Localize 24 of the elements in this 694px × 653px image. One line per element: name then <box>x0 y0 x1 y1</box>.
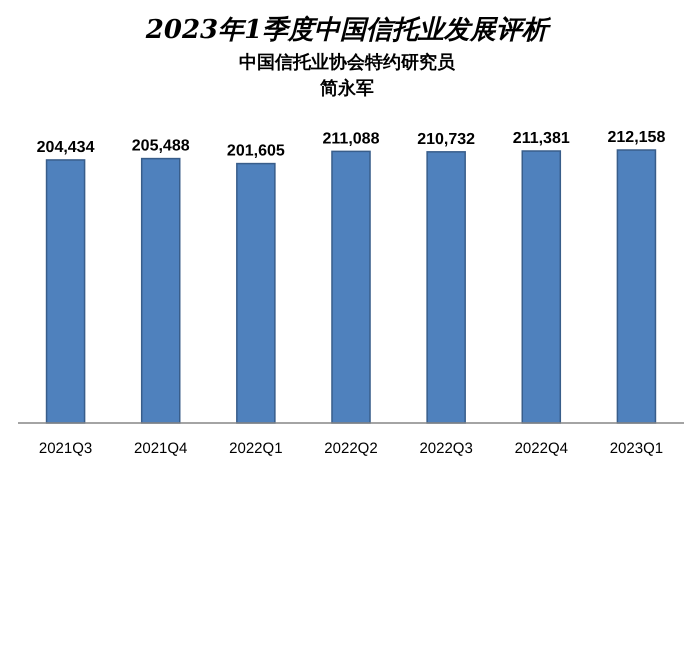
x-tick-label: 2022Q3 <box>419 440 473 457</box>
data-label: 210,732 <box>417 130 476 148</box>
bar <box>522 150 562 424</box>
chart-subtitle: 中国信托业协会特约研究员 <box>239 52 456 73</box>
x-tick-label: 2022Q2 <box>324 440 378 457</box>
x-tick-label: 2023Q1 <box>610 440 664 457</box>
chart-title: 2023年1季度中国信托业发展评析 <box>144 15 552 45</box>
bar <box>140 158 180 424</box>
x-tick-label: 2022Q4 <box>514 440 568 457</box>
data-label: 205,488 <box>132 138 190 155</box>
bar <box>46 159 86 424</box>
data-label: 204,434 <box>36 138 95 156</box>
data-label: 212,158 <box>608 129 666 146</box>
x-tick-label: 2022Q1 <box>229 440 283 457</box>
data-label: 211,088 <box>322 130 380 148</box>
bar <box>426 151 466 424</box>
data-label: 211,381 <box>512 130 570 147</box>
text: 简永军 <box>319 78 374 99</box>
x-tick-label: 2021Q4 <box>134 440 188 457</box>
x-tick-label: 2021Q3 <box>38 440 92 457</box>
bar <box>616 149 656 424</box>
bar <box>236 162 276 424</box>
data-label: 201,605 <box>226 142 285 160</box>
bar <box>331 150 371 424</box>
